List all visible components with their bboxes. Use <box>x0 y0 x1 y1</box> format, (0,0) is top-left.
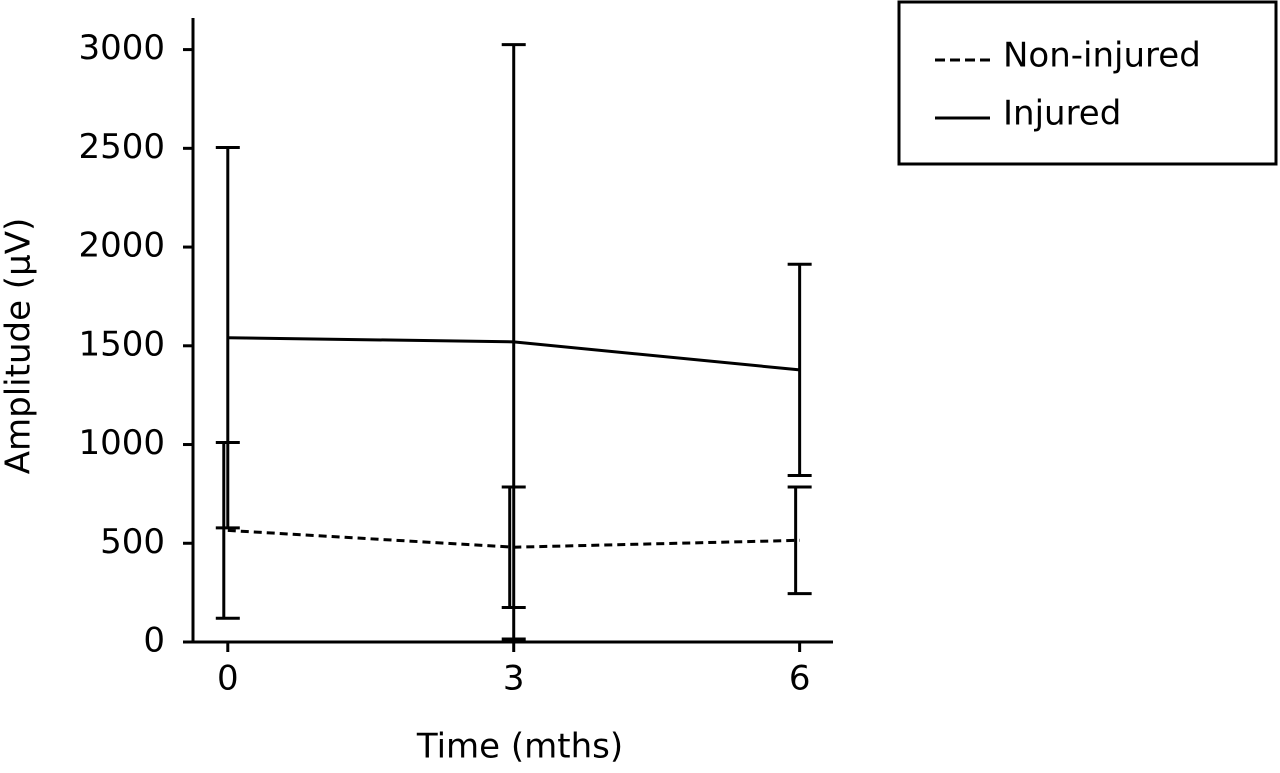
y-tick-label: 3000 <box>78 28 165 68</box>
x-tick-label: 3 <box>503 659 525 699</box>
legend-label: Injured <box>1003 94 1121 134</box>
legend-box <box>897 0 1278 166</box>
y-tick-label: 2500 <box>78 127 165 167</box>
x-axis-label: Time (mths) <box>416 727 623 767</box>
x-tick-label: 0 <box>217 659 239 699</box>
y-tick-label: 0 <box>143 621 165 661</box>
y-tick-label: 1000 <box>78 423 165 463</box>
y-tick-label: 1500 <box>78 324 165 364</box>
x-tick-label: 6 <box>789 659 811 699</box>
y-tick-label: 2000 <box>78 226 165 266</box>
y-tick-label: 500 <box>100 522 165 562</box>
legend-label: Non-injured <box>1003 36 1201 76</box>
y-axis-label: Amplitude (µV) <box>0 218 39 474</box>
